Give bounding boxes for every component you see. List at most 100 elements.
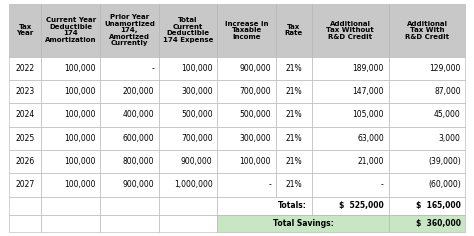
Bar — [311, 126, 389, 150]
Bar — [42, 80, 100, 103]
Text: 2024: 2024 — [15, 110, 35, 119]
Text: 400,000: 400,000 — [122, 110, 154, 119]
Bar — [311, 4, 389, 57]
Text: $  525,000: $ 525,000 — [339, 201, 384, 210]
Bar — [217, 103, 276, 126]
Bar — [159, 215, 217, 232]
Bar — [9, 57, 42, 80]
Bar — [159, 57, 217, 80]
Text: 1,000,000: 1,000,000 — [174, 181, 212, 190]
Bar — [9, 80, 42, 103]
Text: 2026: 2026 — [15, 157, 35, 166]
Text: 600,000: 600,000 — [122, 134, 154, 143]
Text: 100,000: 100,000 — [240, 157, 271, 166]
Bar — [311, 197, 389, 215]
Text: 21%: 21% — [285, 157, 302, 166]
Text: 700,000: 700,000 — [181, 134, 212, 143]
Text: 300,000: 300,000 — [181, 87, 212, 96]
Text: 900,000: 900,000 — [181, 157, 212, 166]
Text: 21%: 21% — [285, 134, 302, 143]
Bar — [276, 103, 311, 126]
Bar — [9, 103, 42, 126]
Bar — [100, 80, 159, 103]
Bar — [276, 150, 311, 173]
Bar — [42, 126, 100, 150]
Text: 3,000: 3,000 — [439, 134, 461, 143]
Bar — [100, 173, 159, 197]
Bar — [100, 103, 159, 126]
Text: 100,000: 100,000 — [64, 110, 95, 119]
Bar — [217, 150, 276, 173]
Bar — [9, 197, 42, 215]
Bar — [276, 173, 311, 197]
Bar — [100, 150, 159, 173]
Bar — [42, 4, 100, 57]
Bar — [389, 57, 465, 80]
Text: 45,000: 45,000 — [434, 110, 461, 119]
Text: Tax
Rate: Tax Rate — [285, 24, 303, 36]
Text: Prior Year
Unamortized
174,
Amortized
Currently: Prior Year Unamortized 174, Amortized Cu… — [104, 14, 155, 46]
Text: 100,000: 100,000 — [64, 64, 95, 73]
Bar — [389, 80, 465, 103]
Bar — [9, 215, 42, 232]
Text: 129,000: 129,000 — [429, 64, 461, 73]
Bar — [389, 126, 465, 150]
Text: (60,000): (60,000) — [428, 181, 461, 190]
Bar — [217, 215, 389, 232]
Bar — [276, 4, 311, 57]
Text: Additional
Tax With
R&D Credit: Additional Tax With R&D Credit — [405, 21, 449, 40]
Text: -: - — [381, 181, 384, 190]
Text: 900,000: 900,000 — [239, 64, 271, 73]
Text: 700,000: 700,000 — [239, 87, 271, 96]
Bar — [311, 80, 389, 103]
Text: 900,000: 900,000 — [122, 181, 154, 190]
Text: -: - — [268, 181, 271, 190]
Bar — [100, 197, 159, 215]
Text: 21%: 21% — [285, 181, 302, 190]
Bar — [311, 173, 389, 197]
Bar — [311, 57, 389, 80]
Bar — [100, 4, 159, 57]
Text: 189,000: 189,000 — [353, 64, 384, 73]
Bar — [217, 4, 276, 57]
Text: 21,000: 21,000 — [357, 157, 384, 166]
Bar — [159, 80, 217, 103]
Bar — [9, 126, 42, 150]
Text: 100,000: 100,000 — [64, 157, 95, 166]
Bar — [311, 150, 389, 173]
Text: Totals:: Totals: — [278, 201, 307, 210]
Text: (39,000): (39,000) — [428, 157, 461, 166]
Text: 100,000: 100,000 — [181, 64, 212, 73]
Text: Current Year
Deductible
174
Amortization: Current Year Deductible 174 Amortization — [45, 17, 97, 43]
Text: 100,000: 100,000 — [64, 87, 95, 96]
Text: 2022: 2022 — [16, 64, 35, 73]
Bar — [9, 173, 42, 197]
Bar — [276, 80, 311, 103]
Bar — [159, 197, 217, 215]
Text: Additional
Tax Without
R&D Credit: Additional Tax Without R&D Credit — [326, 21, 374, 40]
Text: 87,000: 87,000 — [434, 87, 461, 96]
Text: 147,000: 147,000 — [352, 87, 384, 96]
Bar — [9, 150, 42, 173]
Bar — [311, 103, 389, 126]
Text: -: - — [151, 64, 154, 73]
Bar — [159, 126, 217, 150]
Text: Total Savings:: Total Savings: — [273, 219, 333, 228]
Bar — [276, 126, 311, 150]
Bar — [217, 80, 276, 103]
Text: 63,000: 63,000 — [357, 134, 384, 143]
Text: 105,000: 105,000 — [352, 110, 384, 119]
Bar — [9, 4, 42, 57]
Bar — [389, 103, 465, 126]
Text: 800,000: 800,000 — [122, 157, 154, 166]
Bar — [217, 57, 276, 80]
Text: 2027: 2027 — [15, 181, 35, 190]
Bar — [389, 4, 465, 57]
Text: 2025: 2025 — [15, 134, 35, 143]
Text: 100,000: 100,000 — [64, 181, 95, 190]
Bar — [276, 57, 311, 80]
Bar — [42, 103, 100, 126]
Bar — [389, 197, 465, 215]
Bar — [159, 4, 217, 57]
Text: Total
Current
Deductible
174 Expense: Total Current Deductible 174 Expense — [163, 17, 213, 43]
